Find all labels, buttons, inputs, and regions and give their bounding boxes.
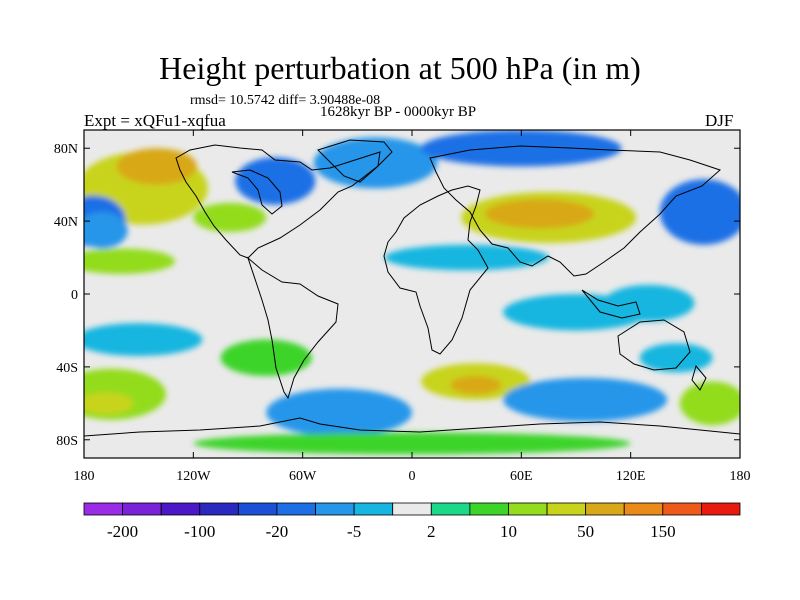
anomaly-south-pacific-high-core	[84, 392, 134, 415]
colorbar-label: -200	[107, 522, 138, 541]
anomaly-east-pacific-low	[659, 179, 740, 245]
coast-hudson-bay	[231, 169, 283, 215]
anomaly-south-atlantic-low	[266, 388, 412, 437]
anomaly-south-africa-high-core	[450, 376, 502, 395]
colorbar-swatch	[315, 502, 355, 516]
y-tick-label: 80N	[54, 142, 78, 157]
y-tick-label: 40N	[54, 215, 78, 230]
x-tick-label: 120W	[176, 469, 211, 484]
y-tick-label: 80S	[56, 434, 78, 449]
colorbar-swatch	[83, 502, 123, 516]
anomaly-indonesia-low	[603, 284, 695, 322]
experiment-label: Expt = xQFu1-xqfua	[84, 111, 226, 130]
colorbar-swatch	[585, 502, 625, 516]
x-axis: 180 120W 60W 0 60E 120E 180	[74, 130, 751, 484]
colorbar-swatch	[469, 502, 509, 516]
anomaly-pacific-low-east	[84, 212, 128, 249]
season-label: DJF	[705, 111, 734, 130]
colorbar-swatch	[392, 502, 432, 516]
rmsd-stats: rmsd= 10.5742 diff= 3.90488e-08	[190, 93, 381, 108]
coast-antarctica	[84, 417, 740, 437]
x-tick-label: 180	[730, 469, 751, 484]
period-label: 1628kyr BP - 0000kyr BP	[320, 104, 477, 120]
anomaly-sahara-lowband	[384, 244, 549, 271]
x-tick-label: 120E	[616, 469, 646, 484]
colorbar-swatch	[237, 502, 278, 516]
anomaly-tropical-pacific-band	[84, 248, 176, 274]
colorbar-label: -5	[347, 522, 361, 541]
anomaly-australia-low	[639, 343, 713, 373]
colorbar-swatch	[199, 502, 239, 516]
coast-australia	[617, 319, 691, 371]
figure-title: Height perturbation at 500 hPa (in m)	[159, 50, 641, 86]
anomaly-asia-high-core	[484, 199, 595, 229]
colorbar-label: -100	[184, 522, 215, 541]
colorbar-label: 50	[577, 522, 594, 541]
x-tick-label: 0	[409, 469, 416, 484]
colorbar-label: -20	[266, 522, 289, 541]
anomaly-us-high	[193, 202, 267, 233]
coastlines	[84, 139, 740, 437]
coast-europe-africa	[383, 185, 489, 355]
colorbar: -200 -100 -20 -5 2 10 50 150	[83, 502, 741, 541]
coast-greenland	[317, 139, 393, 183]
field-anomalies	[84, 130, 740, 455]
x-tick-label: 180	[74, 469, 95, 484]
coast-new-zealand	[691, 364, 707, 391]
anomaly-antarctic-high	[193, 432, 631, 455]
colorbar-swatch	[430, 502, 471, 516]
colorbar-swatch	[122, 502, 162, 516]
anomaly-south-pacific-low	[84, 323, 203, 356]
anomaly-south-america-high	[220, 339, 312, 376]
colorbar-swatch	[662, 502, 702, 516]
anomaly-arctic-siberia-low	[421, 130, 622, 167]
x-tick-label: 60E	[510, 469, 533, 484]
colorbar-swatch	[546, 502, 587, 516]
y-tick-label: 40S	[56, 361, 78, 376]
anomaly-southern-ocean-low-east	[503, 377, 668, 422]
colorbar-swatch	[160, 502, 201, 516]
anomaly-atlantic-greenland-low	[313, 137, 438, 189]
colorbar-swatch	[701, 502, 741, 516]
anomaly-hudson-low	[235, 157, 316, 205]
colorbar-label: 150	[650, 522, 676, 541]
height-field	[84, 130, 740, 458]
y-tick-label: 0	[71, 288, 78, 303]
anomaly-east-pacific-south-high	[679, 381, 740, 426]
colorbar-label: 2	[427, 522, 436, 541]
coast-indonesia	[581, 289, 641, 319]
colorbar-swatch	[508, 502, 548, 516]
colorbar-swatch	[276, 502, 316, 516]
colorbar-label: 10	[500, 522, 517, 541]
x-tick-label: 60W	[289, 469, 317, 484]
colorbar-swatch	[623, 502, 664, 516]
colorbar-swatch	[353, 502, 394, 516]
coast-south-america	[246, 256, 339, 400]
y-axis: 80N 40N 0 40S 80S	[54, 142, 740, 449]
coast-north-america	[175, 144, 381, 259]
coast-asia	[429, 145, 721, 277]
